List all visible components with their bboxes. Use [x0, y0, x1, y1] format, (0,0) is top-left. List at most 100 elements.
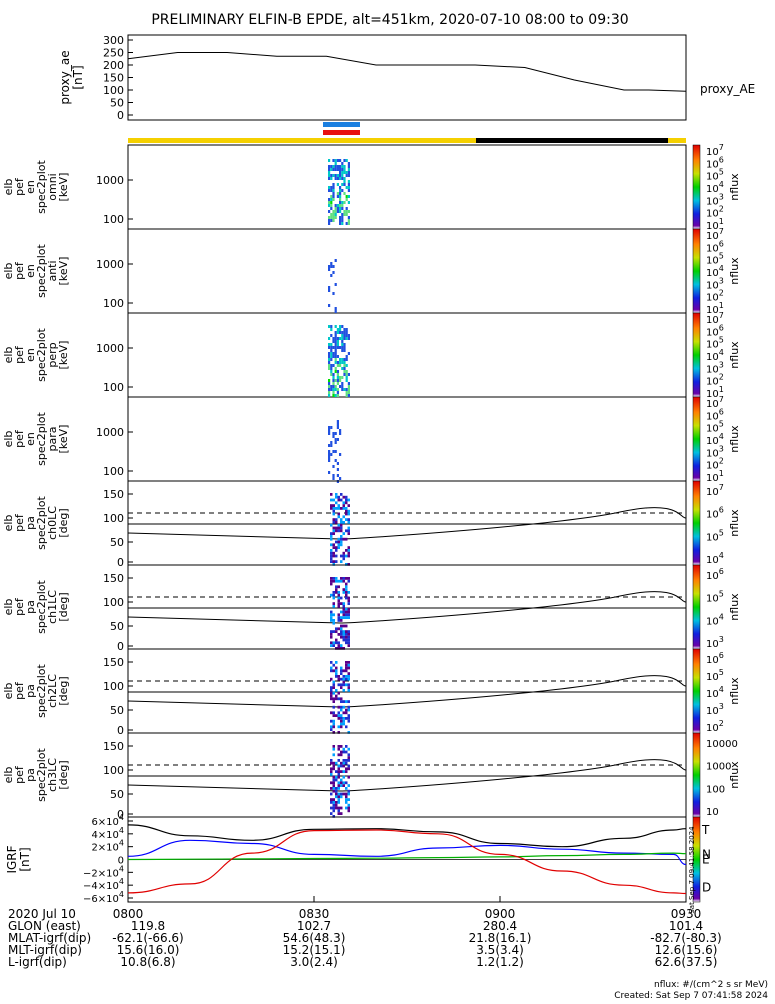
pa-cell: [330, 801, 333, 804]
spectrogram-cell: [334, 174, 337, 177]
pa-cell: [340, 633, 343, 636]
igrf-series-D: [127, 829, 687, 895]
pa-cell: [330, 806, 333, 810]
spectrogram-cell: [332, 394, 335, 397]
spectrogram-cell: [328, 471, 331, 474]
pa-cell: [332, 725, 335, 729]
spectrogram-cell: [336, 210, 339, 213]
spectrogram-cell: [336, 337, 339, 340]
spectrogram-cell: [336, 340, 339, 343]
spectrogram-cell: [328, 337, 331, 340]
spectrogram-cell: [347, 391, 350, 394]
pa-cell: [342, 501, 345, 505]
pa-cell: [337, 705, 340, 709]
pa-cell: [342, 689, 345, 692]
footer-cell: 54.6(48.3): [283, 931, 346, 945]
pa-cell: [332, 697, 335, 701]
pa-cell: [347, 546, 350, 549]
spectrogram-cell: [332, 174, 335, 177]
spectrogram-cell: [330, 207, 333, 210]
pa-cell: [345, 717, 348, 720]
spectrogram-cell: [332, 373, 335, 376]
pa-cell: [347, 775, 350, 779]
spectrogram-cell: [347, 210, 350, 213]
pa-cell: [330, 759, 333, 762]
pa-cell: [347, 529, 350, 533]
pa-cell: [342, 515, 345, 519]
pa-cell: [332, 806, 335, 810]
spectrogram-cell: [330, 201, 333, 204]
pa-cell: [347, 577, 350, 580]
spectrogram-cell: [332, 391, 335, 394]
spectrogram-cell: [347, 162, 350, 165]
pa-cell: [347, 635, 350, 639]
pa-cell: [345, 781, 348, 785]
pa-cell: [332, 753, 335, 757]
cbar-tick-label: 106: [706, 407, 724, 422]
pa-cell: [335, 591, 338, 594]
pa-cell: [330, 579, 333, 583]
pa-cell: [340, 697, 343, 701]
pa-cell: [347, 551, 350, 555]
ytick-label: 300: [103, 34, 124, 47]
ytick-label: 100: [103, 465, 124, 478]
spectrogram-cell: [341, 376, 344, 379]
spectrogram-cell: [343, 331, 346, 334]
pa-cell: [340, 806, 343, 810]
cbar-tick-label: 103: [706, 702, 724, 717]
spectrogram-cell: [341, 331, 344, 334]
spectrogram-cell: [328, 222, 331, 225]
pa-cell: [335, 521, 338, 524]
spectrogram-cell: [343, 349, 346, 352]
spectrogram-cell: [330, 349, 333, 352]
spectrogram-cell: [332, 219, 335, 222]
ytick-label: 200: [103, 59, 124, 72]
ytick-label: 0: [117, 640, 124, 653]
ytick-label: 4×104: [91, 826, 124, 841]
colorbar-segment: [692, 144, 701, 230]
spectrogram-cell: [343, 364, 346, 367]
spectrogram-cell: [332, 337, 335, 340]
spectrogram-cell: [332, 355, 335, 358]
pa-cell: [332, 529, 335, 533]
spectrogram-cell: [341, 171, 344, 174]
spectrogram-cell: [339, 195, 342, 198]
spectrogram-cell: [334, 394, 337, 397]
pa-cell: [347, 512, 350, 516]
igrf-series-E: [127, 852, 687, 861]
pa-cell: [332, 789, 335, 793]
cbar-tick-label: 102: [706, 289, 724, 304]
spectrogram-cell: [347, 195, 350, 198]
pa-cell: [330, 630, 333, 633]
pa-cell: [332, 719, 335, 723]
spectrogram-cell: [347, 337, 350, 340]
ytick-label: 1000: [96, 342, 124, 355]
spectrogram-cell: [339, 337, 342, 340]
pa-cell: [347, 630, 350, 633]
ytick-label: 1000: [96, 426, 124, 439]
pa-cell: [345, 549, 348, 552]
spectrogram-cell: [341, 219, 344, 222]
footer-cell: 119.8: [131, 919, 165, 933]
pa-cell: [332, 577, 335, 580]
pa-cell: [347, 509, 350, 513]
pa-cell: [347, 686, 350, 689]
pa-cell: [337, 546, 340, 549]
pa-cell: [347, 498, 350, 502]
pa-cell: [342, 784, 345, 787]
igrf-legend-E: E: [702, 853, 710, 867]
pa-cell: [345, 641, 348, 645]
pa-cell: [332, 521, 335, 524]
cbar-tick-label: 104: [706, 180, 724, 195]
spectrogram-cell: [345, 355, 348, 358]
pa-cell: [332, 630, 335, 633]
spectrogram-cell: [334, 259, 337, 262]
pa-cell: [342, 507, 345, 510]
cbar-tick-label: 106: [706, 239, 724, 254]
pa-cell: [340, 705, 343, 709]
pa-cell: [330, 711, 333, 715]
spectrogram-cell: [347, 201, 350, 204]
cbar-tick-label: 102: [706, 457, 724, 472]
